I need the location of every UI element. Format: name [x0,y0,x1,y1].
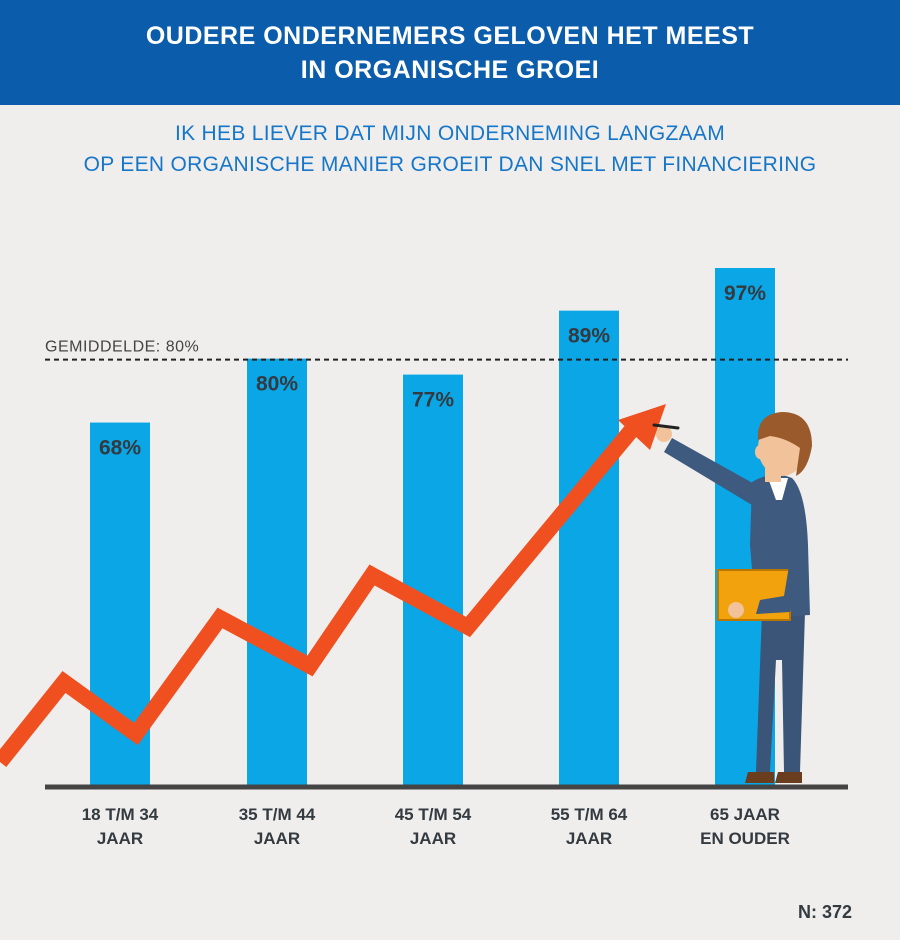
category-labels-group: 18 T/M 34 JAAR 35 T/M 44 JAAR 45 T/M 54 JAAR 5… [82,805,790,848]
category-label: JAAR [410,829,456,848]
arrow-line [0,414,647,767]
title-line-1: OUDERE ONDERNEMERS GELOVEN HET MEEST [145,21,755,50]
title-line-2: IN ORGANISCHE GROEI [300,55,600,84]
category-label: JAAR [566,829,612,848]
subtitle: IK HEB LIEVER DAT MIJN ONDERNEMING LANGZ… [0,118,900,180]
category-label: 65 JAAR [710,805,780,824]
bar-value-label: 68% [99,437,141,460]
category-label: JAAR [97,829,143,848]
sample-size: N: 372 [797,902,852,922]
average-line-group: GEMIDDELDE: 80% [45,339,848,361]
bar-value-label: 97% [724,282,766,305]
bar [247,358,307,785]
subtitle-line-2: OP EEN ORGANISCHE MANIER GROEIT DAN SNEL… [83,153,817,176]
category-label: 45 T/M 54 [395,805,472,824]
value-labels-group: 68% 80% 77% 89% 97% [99,282,766,460]
bar-value-label: 89% [568,325,610,348]
bar [403,374,463,785]
arrow-head [618,404,666,450]
category-label: 55 T/M 64 [551,805,628,824]
subtitle-line-1: IK HEB LIEVER DAT MIJN ONDERNEMING LANGZ… [174,122,726,145]
bars-group [90,268,775,785]
category-label: JAAR [254,829,300,848]
title-banner: OUDERE ONDERNEMERS GELOVEN HET MEEST IN … [0,0,900,105]
bar [559,310,619,785]
category-label: 18 T/M 34 [82,805,159,824]
average-label: GEMIDDELDE: 80% [45,339,199,356]
bar-value-label: 80% [256,373,298,396]
growth-arrow [0,404,666,767]
bar-value-label: 77% [412,389,454,412]
category-label: EN OUDER [700,829,790,848]
businessman-drawing-arrow-icon [652,412,812,783]
category-label: 35 T/M 44 [239,805,316,824]
